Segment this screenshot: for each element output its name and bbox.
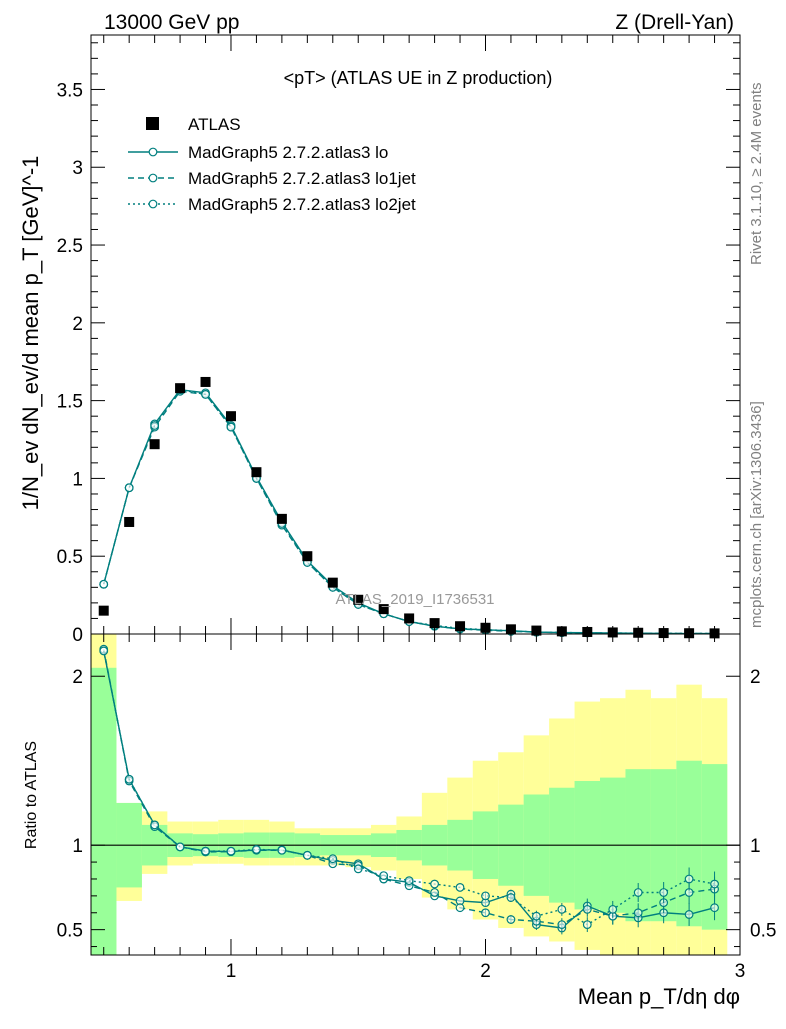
ratio-point-2 <box>175 842 185 852</box>
main-y-tick-label: 3 <box>72 158 83 179</box>
ratio-uncertainty-bands <box>91 634 740 955</box>
main-y-tick-label: 3.5 <box>57 80 83 101</box>
energy-label: 13000 GeV pp <box>104 11 239 34</box>
ratio-y-tick-label: 2 <box>72 667 83 688</box>
ratio-panel-frame <box>90 633 741 956</box>
legend: ATLAS MadGraph5 2.7.2.atlas3 lo MadGraph5… <box>128 115 416 214</box>
atlas-point <box>302 551 313 562</box>
legend-label-atlas: ATLAS <box>188 115 241 134</box>
mc-point-2 <box>226 422 236 432</box>
ratio-point-1 <box>481 908 490 918</box>
ratio-y-tick-label: 0.5 <box>57 921 83 942</box>
ratio-y-tick-label-right: 1 <box>750 836 761 857</box>
ratio-band-inner <box>91 667 117 955</box>
ratio-panel-data <box>99 644 719 935</box>
main-y-tick-label: 1 <box>72 469 83 490</box>
atlas-point <box>327 577 338 588</box>
ratio-point-2 <box>99 646 109 656</box>
ratio-point-2 <box>328 854 338 864</box>
ratio-point-2 <box>684 874 694 884</box>
atlas-point <box>404 613 415 624</box>
ratio-point-2 <box>379 871 389 880</box>
mc-point-2 <box>150 421 160 430</box>
atlas-point <box>353 594 364 605</box>
ratio-point-2 <box>353 864 363 874</box>
ratio-point-2 <box>404 876 414 886</box>
atlas-point <box>98 605 109 616</box>
legend-marker-2 <box>148 199 158 209</box>
ratio-point-1 <box>582 904 592 914</box>
x-axis-label: Mean p_T/dη dφ <box>578 984 740 1009</box>
atlas-point <box>149 439 160 450</box>
ratio-point-2 <box>582 920 592 929</box>
ratio-point-2 <box>150 820 160 830</box>
atlas-point <box>200 376 211 387</box>
legend-label-0: MadGraph5 2.7.2.atlas3 lo <box>188 143 388 162</box>
main-y-tick-label: 1.5 <box>57 392 83 413</box>
x-tick-label: 2 <box>480 961 491 982</box>
main-y-axis-label: 1/N_ev dN_ev/d mean p_T [GeV]^-1 <box>18 156 43 511</box>
legend-label-2: MadGraph5 2.7.2.atlas3 lo2jet <box>188 195 416 214</box>
axis-ticks <box>91 35 741 955</box>
process-label: Z (Drell-Yan) <box>615 11 734 34</box>
ratio-point-1 <box>430 888 439 897</box>
ratio-y-tick-label-right: 2 <box>750 667 761 688</box>
ratio-point-2 <box>277 845 287 855</box>
x-tick-label: 1 <box>226 961 237 982</box>
legend-label-1: MadGraph5 2.7.2.atlas3 lo1jet <box>188 169 416 188</box>
ratio-point-2 <box>608 904 618 914</box>
ratio-point-2 <box>710 879 719 889</box>
ratio-point-2 <box>481 891 490 901</box>
legend-marker-0 <box>148 147 158 157</box>
ratio-point-1 <box>506 915 516 924</box>
ratio-point-0 <box>684 910 694 919</box>
main-y-tick-label: 0.5 <box>57 547 83 568</box>
atlas-point <box>378 604 389 615</box>
ratio-point-2 <box>633 888 643 897</box>
atlas-point <box>251 467 262 478</box>
main-y-tick-label: 2.5 <box>57 236 83 257</box>
ratio-point-1 <box>455 903 465 913</box>
ratio-point-2 <box>201 846 210 856</box>
main-panel-data <box>98 376 720 639</box>
atlas-point <box>175 383 186 394</box>
ratio-point-2 <box>430 879 439 889</box>
ratio-y-tick-label: 1 <box>72 836 83 857</box>
ratio-y-axis-label: Ratio to ATLAS <box>23 741 40 849</box>
ratio-y-tick-label-right: 0.5 <box>750 921 776 942</box>
mc-point-2 <box>99 579 109 589</box>
atlas-point <box>429 618 440 629</box>
analysis-watermark: ATLAS_2019_I1736531 <box>335 591 494 608</box>
mcplots-label: mcplots.cern.ch [arXiv:1306.3436] <box>748 401 765 628</box>
plot-title: <pT> (ATLAS UE in Z production) <box>284 68 553 88</box>
ratio-point-2 <box>124 774 134 784</box>
atlas-point <box>124 516 135 527</box>
atlas-point <box>276 513 287 524</box>
ratio-point-2 <box>557 904 567 914</box>
ratio-point-2 <box>302 850 312 860</box>
ratio-point-2 <box>252 845 261 854</box>
mc-point-2 <box>201 390 210 399</box>
ratio-point-1 <box>633 908 643 918</box>
x-tick-label: 3 <box>735 961 746 982</box>
ratio-point-0 <box>710 903 719 913</box>
ratio-point-2 <box>659 888 669 897</box>
main-y-tick-label: 2 <box>72 314 83 335</box>
ratio-point-2 <box>226 846 236 856</box>
axis-tick-labels: 0 0.5 1 1.5 2 2.5 3 3.5 0.5 0.5 1 1 2 2 1 2 3 <box>57 80 777 982</box>
atlas-point <box>225 411 236 422</box>
ratio-point-1 <box>557 920 567 929</box>
ratio-point-2 <box>455 883 465 892</box>
rivet-label: Rivet 3.1.10, ≥ 2.4M events <box>748 83 765 266</box>
legend-marker-1 <box>148 173 158 183</box>
legend-marker-atlas <box>146 117 159 130</box>
mc-point-2 <box>124 483 134 493</box>
ratio-point-2 <box>531 911 541 921</box>
main-y-tick-label: 0 <box>72 625 83 646</box>
ratio-point-2 <box>506 893 516 902</box>
